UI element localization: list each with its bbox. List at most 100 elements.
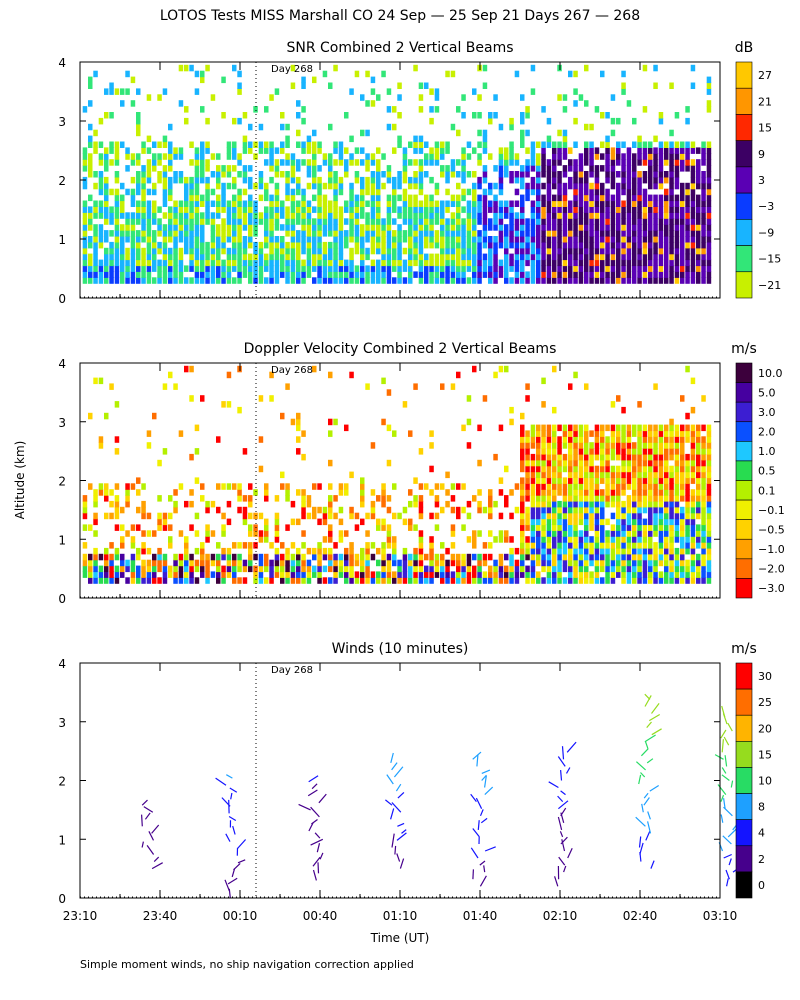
heatmap-cell (557, 489, 562, 496)
heatmap-cell (594, 506, 600, 514)
heatmap-cell (509, 159, 514, 166)
y-tick-label: 3 (58, 416, 66, 430)
heatmap-cell (354, 147, 360, 154)
heatmap-cell (648, 465, 653, 473)
heatmap-cell (434, 241, 440, 249)
heatmap-cell (450, 247, 456, 255)
heatmap-cell (280, 542, 285, 549)
heatmap-cell (482, 165, 488, 172)
heatmap-cell (189, 277, 194, 284)
heatmap-cell (189, 253, 194, 261)
heatmap-cell (680, 465, 685, 473)
heatmap-cell (594, 271, 600, 278)
heatmap-cell (520, 530, 525, 537)
heatmap-cell (370, 489, 376, 496)
heatmap-cell (338, 236, 344, 243)
heatmap-cell (450, 171, 456, 178)
heatmap-cell (210, 265, 216, 272)
heatmap-cell (152, 253, 157, 261)
heatmap-cell (205, 212, 210, 219)
heatmap-cell (514, 565, 520, 573)
heatmap-cell (205, 117, 210, 125)
heatmap-cell (376, 94, 381, 101)
heatmap-cell (216, 206, 221, 213)
heatmap-cell (664, 459, 669, 467)
heatmap-cell (317, 141, 322, 148)
heatmap-cell (280, 559, 285, 567)
heatmap-cell (365, 253, 370, 261)
heatmap-cell (104, 553, 109, 561)
heatmap-cell (680, 430, 685, 437)
heatmap-cell (269, 395, 274, 402)
heatmap-cell (360, 241, 365, 249)
heatmap-cell (685, 194, 690, 202)
heatmap-cell (397, 277, 402, 284)
heatmap-cell (424, 571, 429, 578)
heatmap-cell (530, 212, 536, 219)
heatmap-cell (632, 489, 637, 496)
heatmap-cell (546, 212, 552, 219)
heatmap-cell (552, 448, 557, 455)
heatmap-cell (648, 271, 653, 278)
heatmap-cell (696, 553, 701, 561)
heatmap-cell (568, 489, 573, 496)
heatmap-cell (610, 206, 616, 213)
heatmap-cell (600, 518, 605, 526)
heatmap-cell (621, 159, 626, 166)
heatmap-cell (552, 571, 557, 578)
heatmap-cell (104, 176, 109, 184)
heatmap-cell (280, 141, 285, 148)
heatmap-cell (306, 165, 312, 172)
heatmap-cell (669, 442, 674, 449)
heatmap-cell (376, 230, 381, 237)
heatmap-cell (200, 271, 205, 278)
heatmap-cell (274, 236, 280, 243)
heatmap-cell (701, 571, 706, 578)
heatmap-cell (200, 70, 205, 78)
heatmap-cell (136, 571, 141, 578)
heatmap-cell (584, 559, 589, 567)
heatmap-cell (280, 471, 285, 479)
heatmap-cell (642, 271, 648, 278)
heatmap-cell (701, 424, 706, 432)
heatmap-cell (706, 141, 712, 148)
heatmap-cell (573, 277, 578, 284)
heatmap-cell (610, 159, 616, 166)
colorbar-label: 25 (758, 696, 772, 709)
heatmap-cell (450, 253, 456, 261)
heatmap-cell (653, 253, 658, 261)
heatmap-cell (466, 277, 472, 284)
heatmap-cell (253, 542, 258, 549)
heatmap-cell (146, 135, 152, 143)
heatmap-cell (642, 436, 648, 443)
heatmap-cell (706, 236, 712, 243)
heatmap-cell (504, 530, 509, 537)
heatmap-cell (136, 547, 141, 555)
heatmap-cell (242, 165, 248, 172)
heatmap-cell (269, 200, 274, 207)
heatmap-cell (189, 559, 194, 567)
heatmap-cell (114, 553, 120, 561)
heatmap-cell (392, 106, 397, 113)
heatmap-cell (674, 165, 680, 172)
heatmap-cell (541, 212, 546, 219)
heatmap-cell (205, 271, 210, 278)
heatmap-cell (685, 559, 690, 567)
heatmap-cell (168, 495, 173, 502)
wind-barb (560, 807, 567, 817)
heatmap-cell (216, 153, 221, 160)
heatmap-cell (568, 206, 573, 213)
heatmap-cell (706, 224, 712, 231)
heatmap-cell (541, 206, 546, 213)
heatmap-cell (690, 442, 696, 449)
heatmap-cell (546, 565, 552, 573)
heatmap-cell (141, 218, 146, 225)
heatmap-cell (216, 577, 221, 584)
heatmap-cell (253, 206, 258, 213)
heatmap-cell (648, 218, 653, 225)
wind-barb (233, 862, 241, 871)
heatmap-cell (632, 117, 637, 125)
heatmap-cell (685, 159, 690, 166)
heatmap-cell (210, 271, 216, 278)
heatmap-cell (696, 477, 701, 484)
